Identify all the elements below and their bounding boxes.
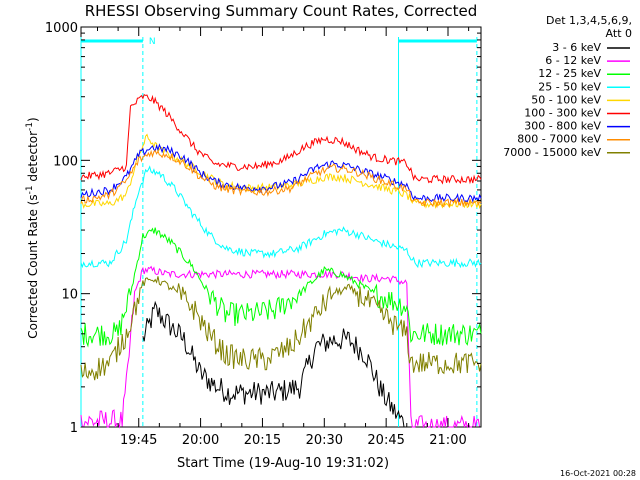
footer-timestamp: 16-Oct-2021 00:28 (560, 469, 636, 478)
y-axis-label-mid: detector (26, 131, 40, 186)
series-layer (80, 94, 482, 429)
night-band-label: N (149, 37, 156, 47)
legend-label-4: 50 - 100 keV (531, 93, 601, 106)
y-tick-label-1: 10 (61, 288, 78, 303)
legend-header-line1: Det 1,3,4,5,6,9, (546, 14, 632, 27)
x-tick-label-1: 20:00 (182, 433, 219, 448)
legend-label-3: 25 - 50 keV (538, 80, 601, 93)
legend-label-2: 12 - 25 keV (538, 67, 601, 80)
axes-layer: 1 10 100 1000 19:45 20:00 20:15 20:30 20:45 21:00 (45, 21, 481, 448)
legend-label-8: 7000 - 15000 keV (503, 146, 601, 159)
chart-title: RHESSI Observing Summary Count Rates, Co… (85, 2, 478, 20)
x-axis-label: Start Time (19-Aug-10 19:31:02) (177, 456, 389, 471)
legend-label-5: 100 - 300 keV (524, 107, 601, 120)
series-line-6 (80, 143, 482, 204)
series-line-0 (142, 300, 407, 428)
legend-label-7: 800 - 7000 keV (517, 133, 601, 146)
x-tick-label-3: 20:30 (306, 433, 343, 448)
series-line-2 (80, 227, 482, 348)
y-axis-label: Corrected Count Rate (s-1 detector-1) (25, 117, 40, 338)
y-axis-label-end: ) (26, 117, 40, 122)
y-axis-label-sup2: -1 (25, 122, 35, 131)
legend-label-6: 300 - 800 keV (524, 120, 601, 133)
x-tick-label-0: 19:45 (120, 433, 157, 448)
y-tick-label-2: 100 (53, 154, 78, 169)
series-line-3 (80, 165, 482, 269)
plot-frame (80, 26, 482, 428)
legend-label-1: 6 - 12 keV (545, 54, 601, 67)
x-tick-label-4: 20:45 (367, 433, 404, 448)
y-tick-label-0: 1 (70, 421, 78, 436)
x-tick-label-5: 21:00 (429, 433, 466, 448)
series-line-4 (80, 133, 482, 210)
x-tick-label-2: 20:15 (244, 433, 281, 448)
legend-header-line2: Att 0 (606, 27, 632, 40)
series-line-1 (80, 265, 481, 429)
y-axis-label-sup1: -1 (25, 185, 35, 194)
y-tick-label-3: 1000 (45, 21, 78, 36)
series-line-5 (80, 94, 482, 185)
series-line-8 (80, 276, 482, 381)
legend-label-0: 3 - 6 keV (552, 41, 601, 54)
night-markers: N (80, 37, 478, 427)
series-line-7 (80, 149, 482, 209)
y-axis-label-part1: Corrected Count Rate (s (26, 194, 40, 338)
